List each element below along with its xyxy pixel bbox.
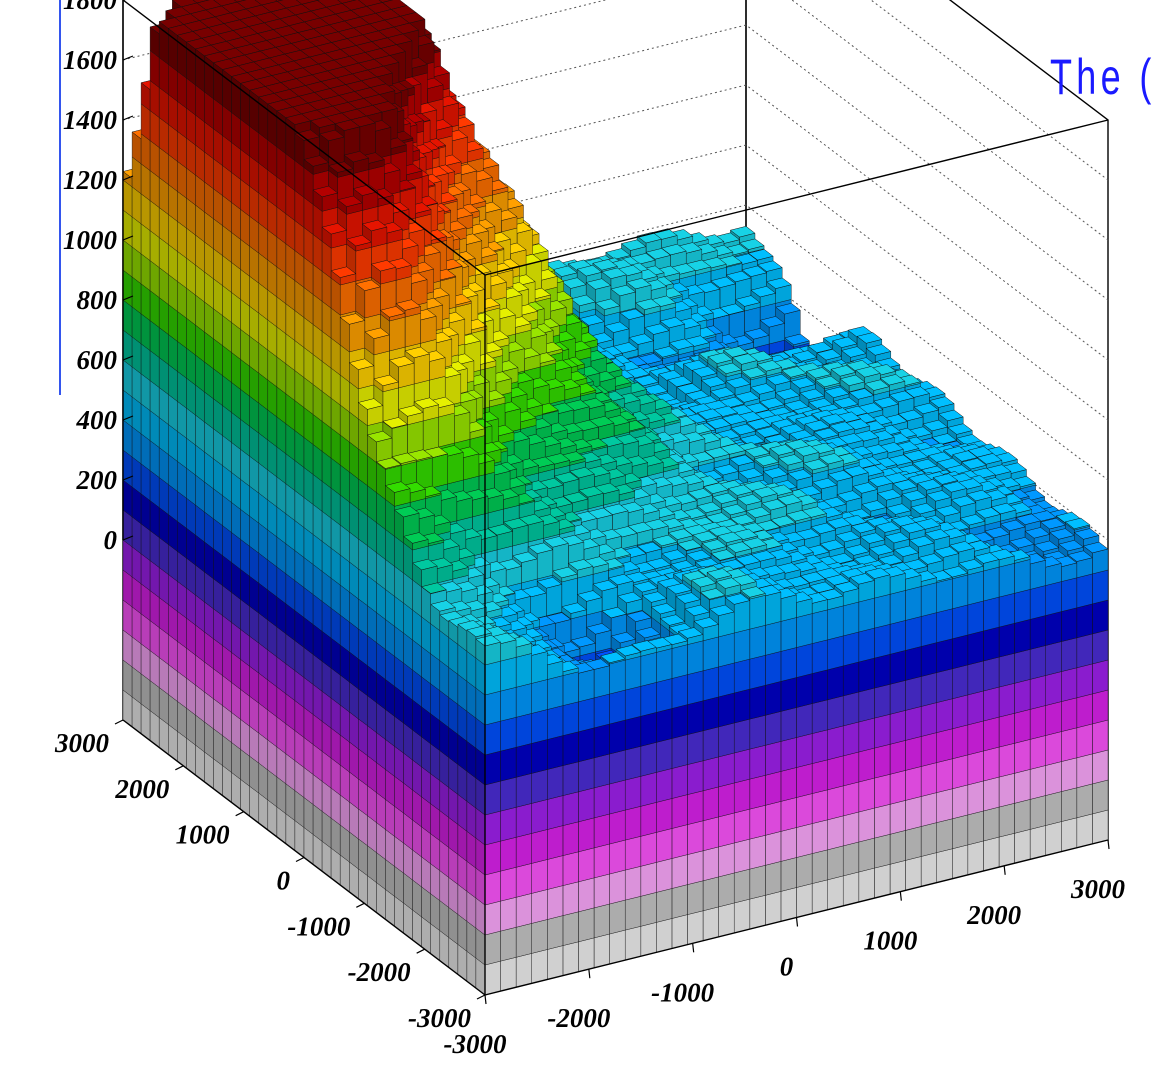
lego-bars [123, 0, 1108, 995]
